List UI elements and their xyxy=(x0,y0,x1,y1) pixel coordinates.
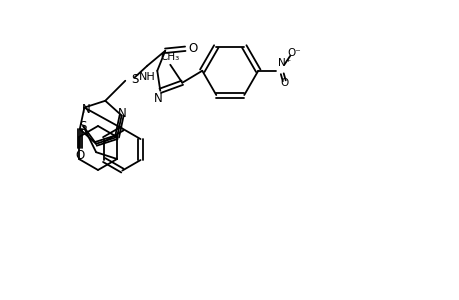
Text: O: O xyxy=(280,78,288,88)
Text: N: N xyxy=(154,92,162,105)
Text: N: N xyxy=(82,103,90,116)
Text: O: O xyxy=(188,42,197,55)
Text: N: N xyxy=(118,107,127,120)
Text: S: S xyxy=(79,119,87,133)
Text: O: O xyxy=(75,149,84,162)
Text: O⁻: O⁻ xyxy=(287,48,301,58)
Text: NH: NH xyxy=(139,72,155,82)
Text: S: S xyxy=(131,73,138,86)
Text: CH₃: CH₃ xyxy=(160,52,179,62)
Text: N⁺: N⁺ xyxy=(277,58,290,68)
